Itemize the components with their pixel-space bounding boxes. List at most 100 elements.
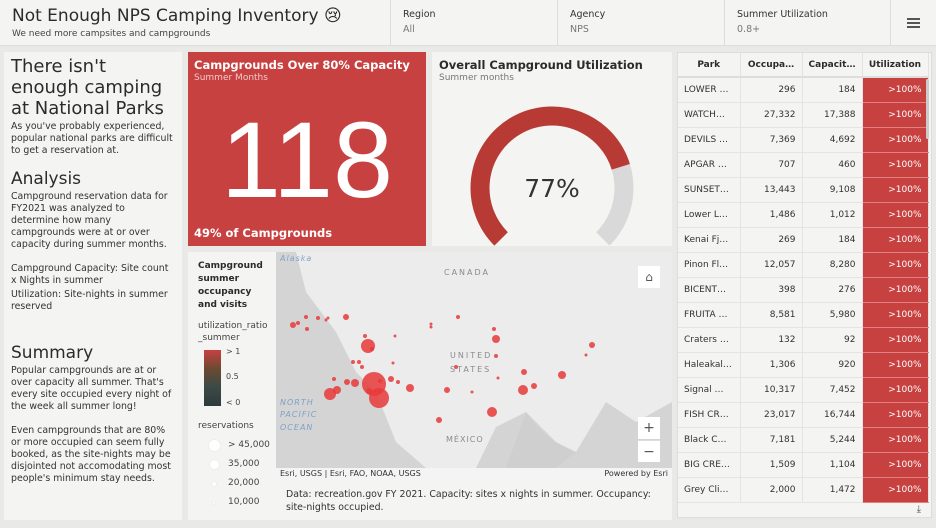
map-card: Campground summer occupancy and visits u… [188,252,672,520]
campground-marker[interactable] [494,354,498,358]
table-row[interactable]: Signal … 10,317 7,452 >100% [678,377,929,403]
campground-marker[interactable] [391,361,395,365]
campground-marker[interactable] [496,376,500,380]
menu-button[interactable] [890,0,936,46]
campground-marker[interactable] [436,417,442,423]
table-row[interactable]: Lower L… 1,486 1,012 >100% [678,202,929,228]
column-header[interactable]: Occupa… [740,53,803,78]
column-header[interactable]: Park [678,53,741,78]
filter-value: 0.8+ [737,24,761,35]
campground-marker[interactable] [324,388,336,400]
utilization-cell: >100% [862,202,929,228]
campground-marker[interactable] [324,318,328,322]
table-row[interactable]: LOWER … 296 184 >100% [678,77,929,103]
campground-marker[interactable] [388,376,394,382]
table-row[interactable]: Grey Cli… 2,000 1,472 >100% [678,477,929,503]
color-ramp-bar [204,350,221,406]
zoom-out-button[interactable]: − [638,440,660,462]
table-row[interactable]: Craters … 132 92 >100% [678,327,929,353]
park-cell: SUNSET… [678,177,741,203]
campground-marker[interactable] [305,327,309,331]
campground-marker[interactable] [363,334,367,338]
table-row[interactable]: FRUITA … 8,581 5,980 >100% [678,302,929,328]
table-row[interactable]: SUNSET… 13,443 9,108 >100% [678,177,929,203]
campground-marker[interactable] [589,342,595,348]
campground-marker[interactable] [456,315,460,319]
campground-marker[interactable] [470,390,474,394]
campground-marker[interactable] [521,369,527,375]
campground-marker[interactable] [370,347,374,351]
column-header[interactable]: Utilization [862,53,929,78]
occupancy-cell: 1,306 [740,352,803,378]
utilization-cell: >100% [862,277,929,303]
campground-marker[interactable] [316,316,320,320]
campground-marker[interactable] [584,353,588,357]
campground-marker[interactable] [343,314,349,320]
table-row[interactable]: BICENT… 398 276 >100% [678,277,929,303]
table-row[interactable]: WATCH… 27,332 17,388 >100% [678,102,929,128]
powered-by-esri[interactable]: Powered by Esri [604,469,668,478]
table-row[interactable]: FISH CR… 23,017 16,744 >100% [678,402,929,428]
campground-marker[interactable] [290,322,296,328]
campground-marker[interactable] [531,383,537,389]
campground-marker[interactable] [492,327,496,331]
filter-agency[interactable]: Agency NPS [557,0,724,46]
campground-marker[interactable] [360,365,364,369]
campground-marker[interactable] [454,365,458,369]
column-header[interactable]: Capacit… [802,53,863,78]
legend-field: utilization_ratio_summer [198,321,268,343]
campground-marker[interactable] [357,360,361,364]
table-scrollbar[interactable] [926,79,929,139]
occupancy-cell: 1,486 [740,202,803,228]
campground-marker[interactable] [332,377,336,381]
table-row[interactable]: Black C… 7,181 5,244 >100% [678,427,929,453]
map-view[interactable]: Alaska CANADA UNITED STATES NORTH PACIFI… [276,252,672,480]
zoom-in-button[interactable]: + [638,417,660,439]
size-item: 20,000 [198,476,270,492]
campground-marker[interactable] [558,371,566,379]
campground-marker[interactable] [518,385,528,395]
campground-marker[interactable] [361,339,375,353]
campground-marker[interactable] [304,315,308,319]
campground-marker[interactable] [351,360,355,364]
gauge-fill [470,106,630,246]
intro-heading: There isn't enough camping at National P… [11,56,164,119]
campground-marker[interactable] [396,380,400,384]
campground-marker[interactable] [429,325,433,329]
table-row[interactable]: Haleakal… 1,306 920 >100% [678,352,929,378]
campground-marker[interactable] [344,379,350,385]
summary-body-2: Even campgrounds that are 80% or more oc… [11,425,171,484]
occupancy-cell: 13,443 [740,177,803,203]
campground-marker[interactable] [393,334,397,338]
table-row[interactable]: Kenai Fj… 269 184 >100% [678,227,929,253]
capacity-cell: 5,244 [802,427,863,453]
table-row[interactable]: DEVILS … 7,369 4,692 >100% [678,127,929,153]
indicator-bottom-text: 49% of Campgrounds [194,226,333,240]
table-row[interactable]: Pinon Fl… 12,057 8,280 >100% [678,252,929,278]
campground-marker[interactable] [492,335,500,343]
campground-marker[interactable] [406,384,414,392]
park-cell: Kenai Fj… [678,227,741,253]
campground-marker[interactable] [369,388,389,408]
ramp-label: > 1 [226,347,241,356]
filter-region[interactable]: Region All [390,0,557,46]
campground-marker[interactable] [444,387,450,393]
table-row[interactable]: BIG CRE… 1,509 1,104 >100% [678,452,929,478]
filter-label: Region [403,9,436,20]
table-row[interactable]: APGAR … 707 460 >100% [678,152,929,178]
download-icon[interactable]: ⤓ [916,504,921,515]
map-legend: Campground summer occupancy and visits u… [188,252,276,520]
campground-marker[interactable] [326,316,330,320]
campground-marker[interactable] [487,407,497,417]
utilization-cell: >100% [862,377,929,403]
utilization-cell: >100% [862,227,929,253]
campground-marker[interactable] [296,321,300,325]
campground-marker[interactable] [351,379,359,387]
home-button[interactable]: ⌂ [638,266,660,288]
label-alaska: Alaska [280,254,313,263]
capacity-cell: 4,692 [802,127,863,153]
park-cell: Craters … [678,327,741,353]
label-mexico: MÉXICO [446,435,484,444]
campground-marker[interactable] [429,322,433,326]
filter-summer-utilization[interactable]: Summer Utilization 0.8+ [724,0,890,46]
